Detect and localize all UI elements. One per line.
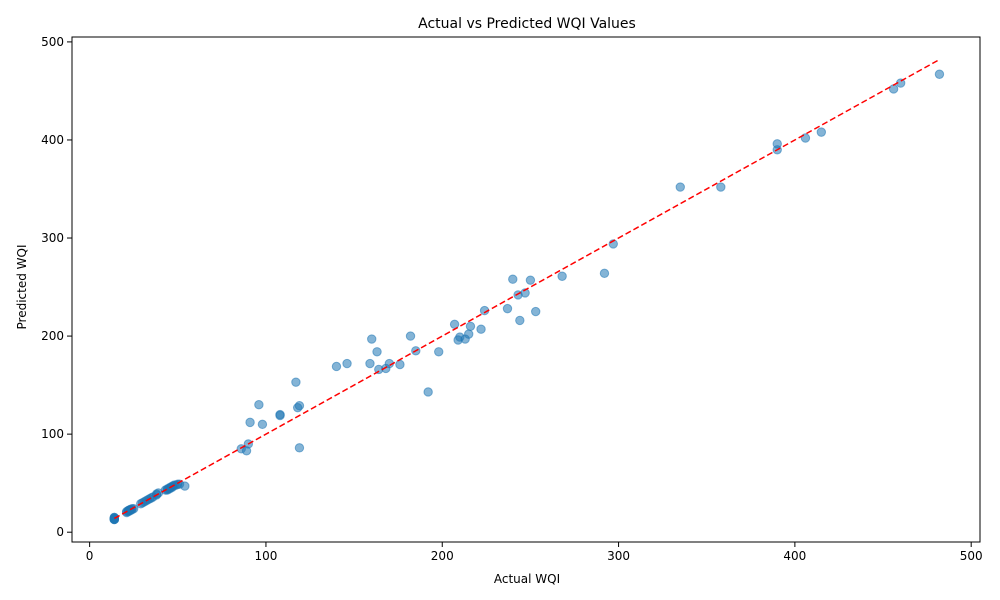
data-point — [180, 481, 190, 491]
data-point — [675, 182, 685, 192]
data-point — [291, 377, 301, 387]
data-point — [531, 306, 541, 317]
data-point — [365, 358, 375, 369]
chart-title: Actual vs Predicted WQI Values — [418, 16, 636, 32]
data-point — [342, 358, 352, 369]
x-tick-label: 200 — [431, 549, 454, 563]
data-point — [816, 127, 827, 137]
data-point — [515, 315, 525, 326]
y-tick-label: 200 — [41, 329, 64, 343]
data-point — [257, 419, 268, 430]
data-point — [331, 361, 342, 372]
data-point — [245, 417, 255, 428]
data-point — [599, 268, 610, 279]
data-point — [294, 401, 305, 411]
data-point — [405, 331, 416, 341]
data-point — [502, 303, 513, 314]
data-point — [367, 334, 377, 344]
x-tick-label: 400 — [783, 549, 806, 563]
x-tick-label: 300 — [607, 549, 630, 563]
data-point — [129, 503, 139, 514]
data-point — [294, 443, 305, 453]
y-axis-label: Predicted WQI — [15, 245, 29, 330]
data-point — [465, 321, 476, 331]
data-point — [395, 359, 405, 370]
data-point — [275, 409, 285, 420]
y-tick-label: 300 — [41, 231, 64, 245]
y-tick-label: 500 — [41, 35, 64, 49]
data-point — [464, 329, 474, 339]
y-tick-label: 0 — [56, 525, 64, 539]
data-point — [476, 324, 486, 334]
axes-frame — [71, 36, 981, 543]
data-point — [525, 275, 536, 285]
data-point — [254, 400, 264, 410]
x-axis-label: Actual WQI — [494, 572, 560, 586]
data-point — [934, 69, 945, 79]
data-point — [716, 182, 726, 192]
y-tick-label: 100 — [41, 427, 64, 441]
data-point — [888, 84, 899, 94]
data-point — [434, 347, 444, 357]
x-tick-label: 100 — [254, 549, 277, 563]
data-point — [508, 274, 518, 284]
data-point — [109, 512, 120, 523]
x-tick-label: 500 — [960, 549, 983, 563]
plot-area: 0 100 200 300 400 500 0 100 200 300 400 500 — [41, 35, 983, 563]
data-point — [372, 347, 382, 357]
data-point — [557, 271, 567, 281]
data-point — [423, 387, 433, 397]
x-tick-label: 0 — [86, 549, 94, 563]
reference-line — [113, 58, 940, 520]
data-point — [772, 139, 782, 149]
y-tick-label: 400 — [41, 133, 64, 147]
